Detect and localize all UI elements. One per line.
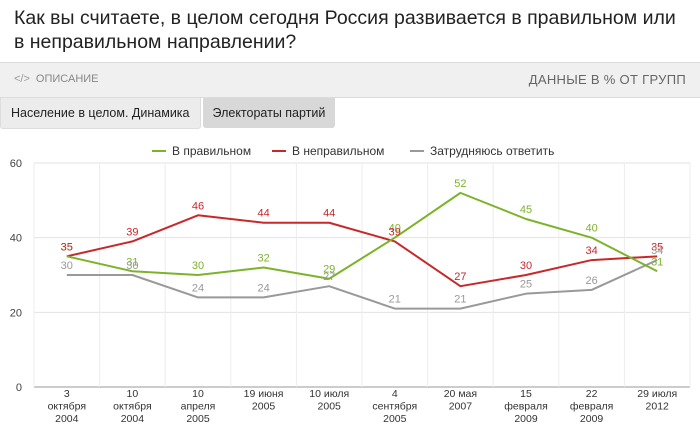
data-label: 31: [126, 256, 138, 268]
description-toggle[interactable]: </> ОПИСАНИЕ: [14, 73, 99, 85]
series-line: [66, 259, 658, 310]
data-label: 27: [454, 271, 466, 283]
data-label: 30: [192, 260, 204, 272]
page-title: Как вы считаете, в целом сегодня Россия …: [14, 7, 676, 53]
data-label: 52: [454, 178, 466, 190]
x-tick-label-line: 2007: [449, 401, 473, 413]
x-tick-label-line: 2009: [580, 413, 604, 425]
units-label: ДАННЫЕ В % ОТ ГРУПП: [528, 72, 686, 87]
data-label: 35: [61, 241, 73, 253]
data-label: 30: [520, 260, 532, 272]
x-tick-label: 19 июня 2005: [244, 388, 284, 413]
x-tick-label-line: 2005: [186, 413, 210, 425]
series-line: [66, 191, 658, 280]
data-label: 32: [257, 253, 269, 265]
x-tick-label-line: 2005: [318, 401, 342, 413]
x-tick-label: 10 июля 2005: [309, 388, 349, 413]
x-tick-label-line: 10: [127, 388, 139, 400]
x-tick-label-line: 2004: [55, 413, 79, 425]
data-label: 46: [192, 200, 204, 212]
toolbar: </> ОПИСАНИЕ ДАННЫЕ В % ОТ ГРУПП: [0, 62, 700, 98]
data-label: 34: [651, 245, 663, 257]
data-label: 35: [651, 241, 663, 253]
x-tick-label-line: октября: [48, 401, 86, 413]
data-label: 34: [585, 245, 597, 257]
x-tick-label-line: 2005: [252, 401, 276, 413]
data-label: 30: [126, 260, 138, 272]
data-label: 21: [389, 294, 401, 306]
y-tick-label: 20: [10, 307, 22, 319]
legend-label: В неправильном: [292, 144, 384, 158]
data-label: 39: [389, 226, 401, 238]
x-tick-label-line: 22: [586, 388, 598, 400]
data-label: 45: [520, 204, 532, 216]
x-tick-label-line: февраля: [504, 401, 548, 413]
legend-label: Затрудняюсь ответить: [430, 144, 554, 158]
x-tick-label-line: апреля: [181, 401, 216, 413]
x-tick-label: 22 февраля 2009: [570, 388, 614, 425]
x-tick-label: 20 мая 2007: [444, 388, 477, 413]
x-tick-label: 15 февраля 2009: [504, 388, 548, 425]
data-label: 21: [454, 294, 466, 306]
data-label: 24: [257, 282, 269, 294]
data-label: 39: [126, 226, 138, 238]
x-tick-label-line: сентября: [372, 401, 417, 413]
data-label: 24: [192, 282, 204, 294]
x-tick-label-line: 2005: [383, 413, 407, 425]
x-tick-label: 10 апреля 2005: [181, 388, 216, 425]
x-tick-label: 29 июля 2012: [637, 388, 677, 413]
data-label: 25: [520, 279, 532, 291]
x-tick-label-line: 2012: [646, 401, 670, 413]
data-label: 30: [61, 260, 73, 272]
x-tick-label-line: 29 июля: [637, 388, 677, 400]
tab-population-dynamics[interactable]: Население в целом. Динамика: [0, 98, 201, 129]
data-label: 26: [585, 275, 597, 287]
x-tick-label-line: февраля: [570, 401, 614, 413]
data-label: 40: [389, 223, 401, 235]
x-tick-label: 3 октября 2004: [48, 388, 86, 425]
x-tick-label-line: 20 мая: [444, 388, 477, 400]
data-label: 31: [651, 256, 663, 268]
code-icon: </>: [14, 73, 30, 85]
data-label: 44: [323, 208, 335, 220]
y-tick-label: 40: [10, 233, 22, 245]
x-tick-label-line: 2004: [121, 413, 145, 425]
x-tick-label-line: 15: [520, 388, 532, 400]
x-tick-label-line: 2009: [514, 413, 538, 425]
tab-party-electorates[interactable]: Электораты партий: [202, 98, 336, 128]
x-tick-label-line: октября: [113, 401, 151, 413]
description-label: ОПИСАНИЕ: [35, 73, 99, 85]
x-tick-label-line: 3: [64, 388, 70, 400]
x-tick-label: 10 октября 2004: [113, 388, 151, 425]
legend-label: В правильном: [172, 144, 251, 158]
data-label: 27: [323, 271, 335, 283]
data-label: 44: [257, 208, 269, 220]
data-label: 40: [585, 223, 597, 235]
y-tick-label: 60: [10, 158, 22, 170]
y-tick-label: 0: [16, 382, 22, 394]
series-line: [66, 214, 658, 288]
data-label: 35: [61, 241, 73, 253]
data-label: 29: [323, 264, 335, 276]
x-tick-label-line: 4: [392, 388, 398, 400]
x-tick-label-line: 10 июля: [309, 388, 349, 400]
x-tick-label: 4 сентября 2005: [372, 388, 417, 425]
x-tick-label-line: 19 июня: [244, 388, 284, 400]
tab-bar: Население в целом. Динамика Электораты п…: [0, 98, 337, 129]
x-tick-label-line: 10: [192, 388, 204, 400]
